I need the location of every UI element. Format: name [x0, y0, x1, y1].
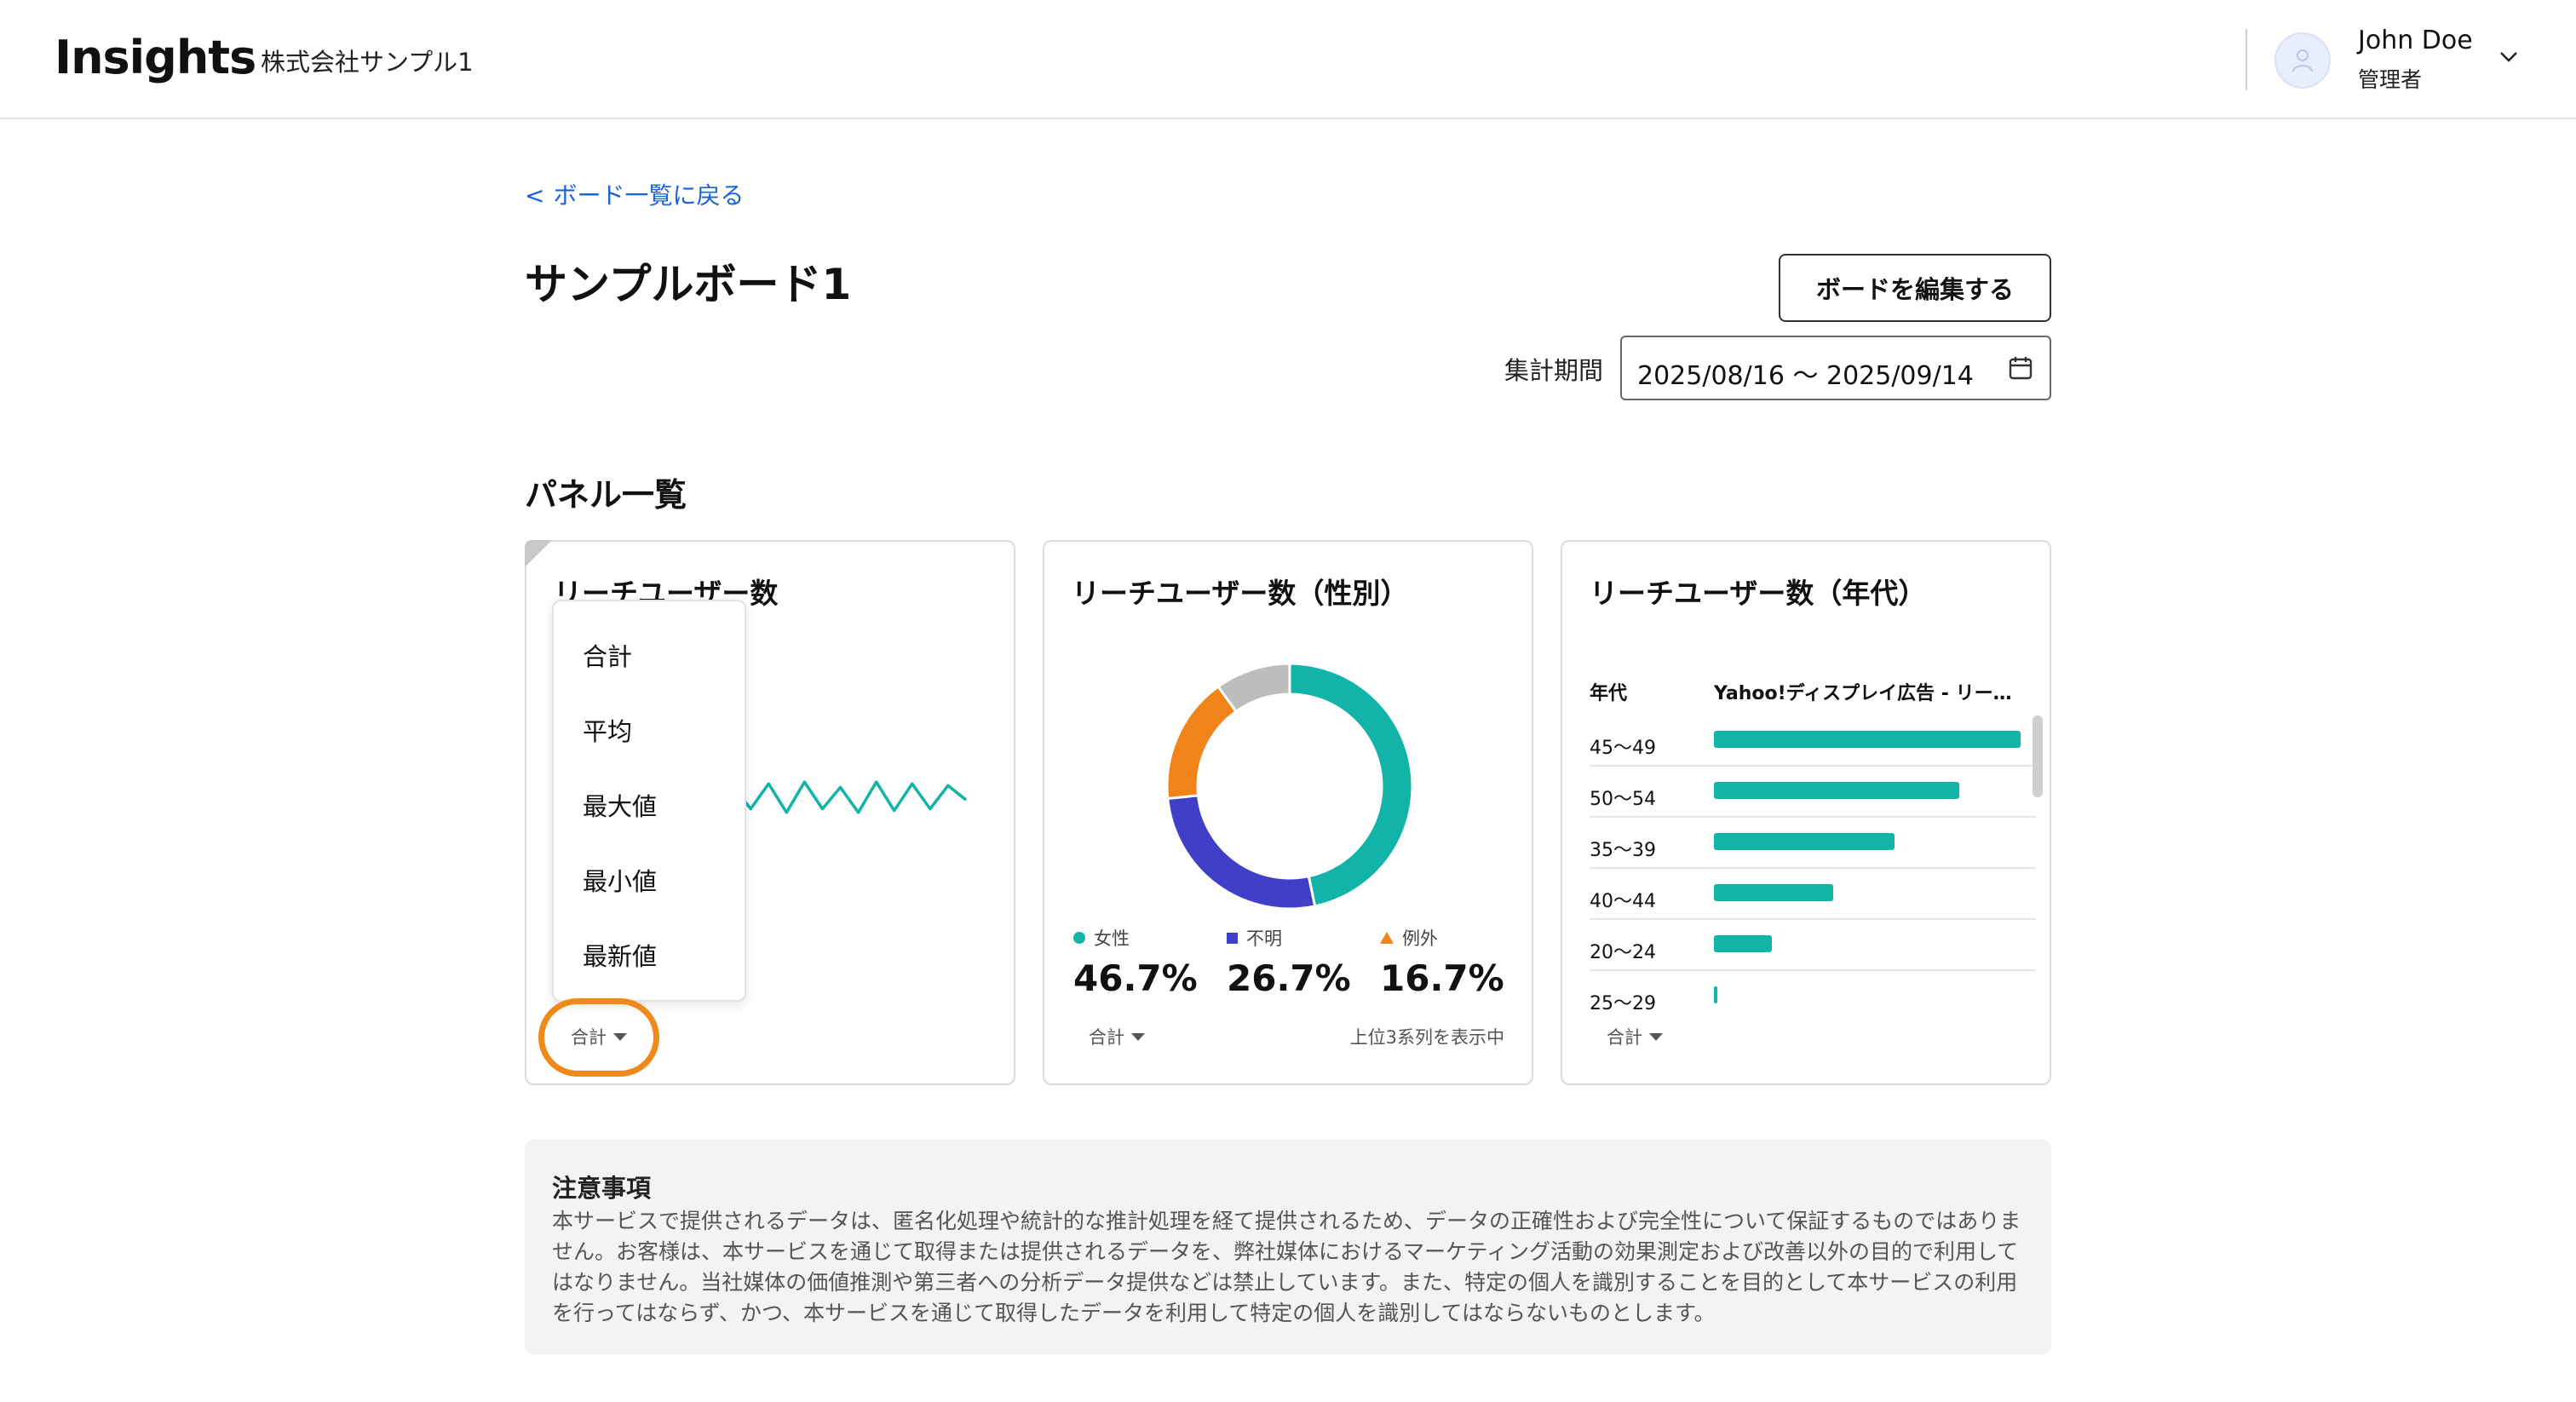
column-header-age: 年代	[1590, 683, 1628, 704]
table-row: 35〜39	[1590, 818, 2036, 869]
triangle-icon	[1380, 932, 1394, 944]
legend-value: 26.7%	[1227, 957, 1351, 999]
back-to-boards-link[interactable]: < ボード一覧に戻る	[525, 177, 744, 211]
dot-icon	[1073, 932, 1085, 944]
legend-item-unknown: 不明 26.7%	[1227, 925, 1351, 999]
panel-title: リーチユーザー数（年代）	[1590, 577, 1927, 610]
header-divider	[2245, 29, 2247, 90]
aggregation-select[interactable]: 合計	[1089, 1024, 1145, 1049]
chevron-down-icon[interactable]	[2496, 44, 2521, 70]
caret-down-icon	[1131, 1032, 1145, 1041]
donut-slice-4[interactable]	[1216, 662, 1291, 714]
app-logo[interactable]: Insights	[55, 31, 256, 84]
legend-label: 女性	[1094, 928, 1130, 949]
period-label: 集計期間	[1504, 356, 1604, 385]
age-bar	[1714, 884, 1834, 901]
age-bar	[1714, 782, 1959, 799]
top-header: Insights 株式会社サンプル1 John Doe 管理者	[0, 0, 2576, 119]
age-bar	[1714, 986, 1717, 1003]
panel-list-heading: パネル一覧	[525, 476, 687, 514]
company-name: 株式会社サンプル1	[261, 48, 474, 77]
legend-value: 46.7%	[1073, 957, 1198, 999]
notice-body: 本サービスで提供されるデータは、匿名化処理や統計的な推計処理を経て提供されるため…	[552, 1209, 2021, 1325]
panel-title: リーチユーザー数（性別）	[1072, 577, 1409, 610]
menu-item-latest[interactable]: 最新値	[583, 942, 658, 971]
table-row: 25〜29	[1590, 971, 2036, 1022]
table-row: 45〜49	[1590, 715, 2036, 767]
caret-down-icon	[1649, 1032, 1663, 1041]
donut-chart	[1165, 662, 1414, 911]
age-label: 35〜39	[1590, 840, 1656, 861]
age-label: 20〜24	[1590, 942, 1656, 963]
menu-item-average[interactable]: 平均	[583, 717, 633, 746]
page-title: サンプルボード1	[525, 260, 852, 309]
panel-corner-fold	[525, 540, 552, 567]
date-range-field[interactable]: 2025/08/16 〜 2025/09/14	[1620, 336, 2051, 400]
menu-item-max[interactable]: 最大値	[583, 792, 658, 821]
back-link-label: ボード一覧に戻る	[553, 181, 745, 210]
notice-box: 注意事項 本サービスで提供されるデータは、匿名化処理や統計的な推計処理を経て提供…	[525, 1140, 2051, 1354]
legend-item-female: 女性 46.7%	[1073, 925, 1198, 999]
menu-item-sum[interactable]: 合計	[583, 642, 633, 671]
age-label: 40〜44	[1590, 891, 1656, 912]
panel-reach-users-gender[interactable]: リーチユーザー数（性別） 女性 46.7% 不明 26.7% 例外 16.7% …	[1043, 540, 1533, 1085]
edit-board-button[interactable]: ボードを編集する	[1779, 254, 2051, 322]
aggregation-select[interactable]: 合計	[1607, 1024, 1663, 1049]
age-label: 45〜49	[1590, 738, 1656, 759]
date-range-value: 2025/08/16 〜 2025/09/14	[1637, 361, 1974, 391]
chevron-left-icon: <	[525, 181, 545, 210]
legend-value: 16.7%	[1380, 957, 1504, 999]
table-row: 50〜54	[1590, 767, 2036, 818]
table-row: 40〜44	[1590, 869, 2036, 920]
panel-reach-users-age[interactable]: リーチユーザー数（年代） 年代 Yahoo!ディスプレイ広告 - リーチ… 45…	[1561, 540, 2051, 1085]
user-avatar[interactable]	[2274, 32, 2331, 89]
legend-label: 不明	[1246, 928, 1282, 949]
calendar-icon[interactable]	[2007, 354, 2034, 382]
age-bar	[1714, 833, 1895, 850]
table-row: 20〜24	[1590, 920, 2036, 971]
menu-item-min[interactable]: 最小値	[583, 867, 658, 896]
donut-slice-2[interactable]	[1166, 794, 1317, 911]
donut-slice-3[interactable]	[1165, 684, 1239, 801]
aggregation-value: 合計	[1089, 1027, 1124, 1048]
square-icon	[1227, 932, 1238, 944]
top-series-note: 上位3系列を表示中	[1349, 1027, 1504, 1048]
donut-slice-1[interactable]	[1288, 662, 1414, 908]
aggregation-dropdown-menu: 合計 平均 最大値 最小値 最新値	[552, 600, 746, 1002]
age-bar	[1714, 731, 2021, 748]
user-role: 管理者	[2358, 67, 2423, 92]
table-scrollbar[interactable]	[2033, 715, 2043, 797]
legend-item-exception: 例外 16.7%	[1380, 925, 1504, 999]
highlight-annotation-ring	[538, 998, 659, 1077]
aggregation-value: 合計	[1607, 1027, 1642, 1048]
age-label: 25〜29	[1590, 993, 1656, 1014]
notice-title: 注意事項	[552, 1174, 652, 1203]
column-header-series: Yahoo!ディスプレイ広告 - リーチ…	[1714, 683, 2029, 704]
user-name[interactable]: John Doe	[2358, 26, 2473, 55]
legend-label: 例外	[1402, 928, 1438, 949]
age-label: 50〜54	[1590, 789, 1656, 810]
age-bar	[1714, 935, 1773, 952]
person-icon	[2292, 49, 2313, 72]
